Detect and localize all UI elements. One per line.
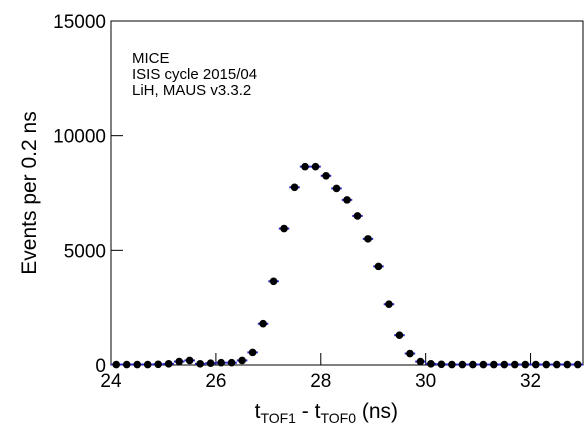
data-point [552,360,561,369]
y-tick-label: 5000 [64,241,106,262]
data-point [479,360,488,369]
data-point [490,360,498,369]
data-point [448,360,456,369]
data-point [143,360,152,369]
annotation: ISIS cycle 2015/04 [132,66,257,83]
data-point [406,349,414,358]
data-point [280,224,288,233]
data-point [385,300,393,309]
data-point [122,360,131,369]
data-point [322,172,330,180]
data-point [500,360,509,369]
data-point [133,360,142,369]
data-point [532,360,540,369]
data-point [511,360,519,369]
data-point [112,360,121,369]
data-point [290,183,299,192]
data-point [227,358,236,367]
data-point [196,360,204,368]
x-label-part: - t [296,400,321,423]
data-point [395,331,404,339]
data-point [259,319,267,328]
annotation: LiH, MAUS v3.3.2 [132,82,251,99]
data-point [563,360,572,369]
data-point [248,348,257,357]
data-point [154,360,162,369]
plot-frame [110,20,584,366]
data-point [206,359,215,367]
data-point [573,360,582,369]
data-point [185,356,194,365]
data-point [542,360,551,369]
data-point [311,162,320,171]
data-point [332,184,341,193]
data-point [416,357,425,366]
data-point [374,262,383,271]
data-point [217,358,225,367]
x-label-part: TOF1 [260,410,296,426]
data-point [238,356,246,365]
data-point [175,357,183,366]
data-point [164,360,173,368]
data-point [269,277,278,286]
x-axis-label: tTOF1 - tTOF0 (ns) [255,400,398,426]
x-tick-label: 32 [520,371,541,392]
x-tick-label: 30 [415,371,436,392]
data-point [458,360,467,369]
data-point [427,360,435,368]
data-point [353,212,362,220]
data-point [343,196,351,204]
x-tick-label: 28 [310,371,331,392]
y-tick-label: 0 [95,356,106,377]
x-label-part: TOF0 [320,410,356,426]
x-tick-label: 26 [205,371,226,392]
data-point [364,235,372,243]
annotation: MICE [132,50,170,67]
x-label-part: t [255,400,261,423]
y-tick-label: 10000 [53,127,106,148]
data-point [521,360,530,369]
data-point [301,162,309,171]
data-point [469,360,477,369]
x-tick-label: 24 [100,371,122,392]
y-tick-label: 15000 [53,12,106,33]
data-point [437,360,446,369]
y-axis-label: Events per 0.2 ns [18,111,41,274]
x-label-part: (ns) [356,400,398,423]
